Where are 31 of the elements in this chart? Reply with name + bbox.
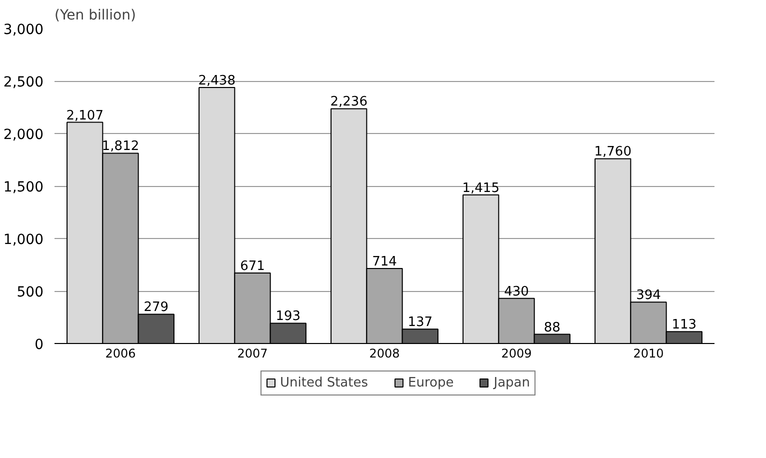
data-label: 430 <box>504 284 529 300</box>
data-label: 394 <box>636 288 661 304</box>
legend-label: United States <box>280 375 368 390</box>
data-label: 2,438 <box>198 74 236 89</box>
legend-label: Europe <box>408 375 454 390</box>
data-label: 2,107 <box>66 108 104 124</box>
data-label: 88 <box>544 320 560 336</box>
y-axis-title: (Yen billion) <box>54 8 136 24</box>
y-tick-label: 2,000 <box>3 127 44 143</box>
data-label: 1,760 <box>594 144 632 160</box>
x-tick-label: 2010 <box>633 346 664 360</box>
data-label: 193 <box>276 309 301 324</box>
x-tick-label: 2009 <box>501 346 532 360</box>
data-label: 137 <box>408 315 433 330</box>
data-label: 671 <box>240 259 265 274</box>
x-tick-label: 2008 <box>369 346 400 360</box>
x-tick-label: 2006 <box>105 346 136 360</box>
data-label: 1,812 <box>102 139 140 154</box>
y-tick-label: 500 <box>16 284 44 300</box>
x-tick-label: 2007 <box>237 346 268 360</box>
data-label: 714 <box>372 254 397 270</box>
data-label: 1,415 <box>462 180 500 196</box>
y-tick-label: 0 <box>34 337 44 353</box>
data-label: 2,236 <box>330 94 368 110</box>
y-tick-label: 3,000 <box>3 22 44 38</box>
legend-label: Japan <box>494 375 530 390</box>
y-tick-label: 1,500 <box>3 180 44 196</box>
y-tick-label: 1,000 <box>3 232 44 248</box>
data-label: 113 <box>672 318 697 333</box>
data-label: 279 <box>144 300 169 316</box>
y-tick-label: 2,500 <box>3 74 44 90</box>
